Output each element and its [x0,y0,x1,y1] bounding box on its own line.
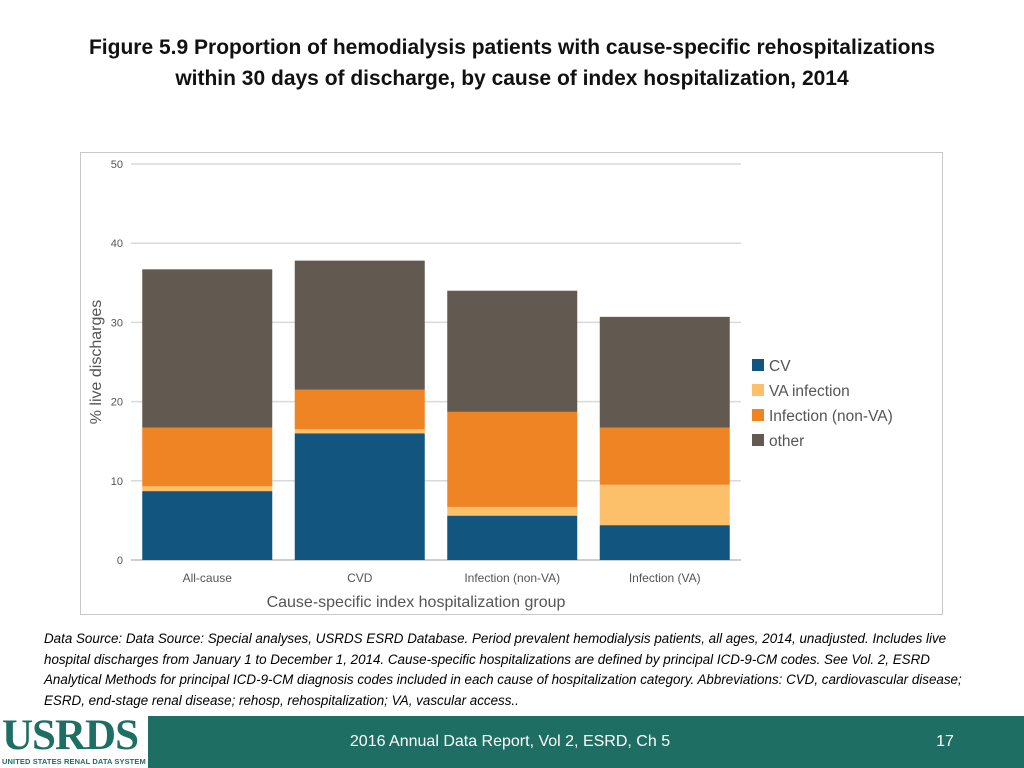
bar-segment [599,427,730,485]
legend-label: other [769,433,804,450]
bar-segment [142,491,273,560]
x-tick-label: CVD [347,571,373,585]
y-tick-label: 30 [111,317,123,329]
y-tick-label: 0 [117,555,123,567]
bar-segment [294,389,425,430]
y-tick-label: 10 [111,476,123,488]
chart-frame: 0 10 20 30 40 50 All-cause CVD Infection (non-VA… [80,152,943,615]
bar-segment [294,260,425,390]
bar-segment [599,525,730,560]
bar-segment [294,433,425,560]
figure-title-line-1: Figure 5.9 Proportion of hemodialysis pa… [88,36,935,59]
bar-segment [447,506,578,516]
legend: CV VA infection Infection (non-VA) other [752,358,893,450]
report-label: 2016 Annual Data Report, Vol 2, ESRD, Ch… [349,733,671,750]
legend-label: CV [769,358,791,375]
legend-swatch [752,434,764,446]
y-tick-label: 40 [111,238,123,250]
bars [142,260,730,560]
x-tick-label: All-cause [183,571,233,585]
bar-segment [447,411,578,507]
figure-title-line-2: within 30 days of discharge, by cause of… [175,67,849,90]
page-number: 17 [936,733,954,750]
legend-swatch [752,384,764,396]
bar-segment [294,429,425,434]
usrds-logo: USRDS UNITED STATES RENAL DATA SYSTEM [0,713,148,768]
bar-segment [447,515,578,560]
bar-segment [142,269,273,428]
legend-swatch [752,359,764,371]
axes: 0 10 20 30 40 50 All-cause CVD Infection (non-VA… [88,159,701,611]
bar-segment [599,484,730,526]
legend-swatch [752,409,764,421]
figure-title: Figure 5.9 Proportion of hemodialysis pa… [20,32,1004,94]
logo-wordmark: USRDS [2,712,139,759]
bar-segment [447,290,578,412]
legend-label: VA infection [769,383,850,400]
x-tick-label: Infection (VA) [629,571,701,585]
y-tick-label: 20 [111,397,123,409]
logo-subtitle: UNITED STATES RENAL DATA SYSTEM [2,757,146,766]
data-source-note: Data Source: Data Source: Special analys… [44,631,962,709]
bar-segment [142,427,273,487]
bar-segment [599,316,730,428]
y-axis-label: % live discharges [88,300,105,425]
bar-segment [142,486,273,492]
x-axis-label: Cause-specific index hospitalization gro… [267,594,566,611]
legend-label: Infection (non-VA) [769,408,893,425]
footer-bar [0,716,1024,768]
y-tick-label: 50 [111,159,123,171]
x-tick-label: Infection (non-VA) [464,571,560,585]
stacked-bar-chart: 0 10 20 30 40 50 All-cause CVD Infection (non-VA… [88,159,893,611]
